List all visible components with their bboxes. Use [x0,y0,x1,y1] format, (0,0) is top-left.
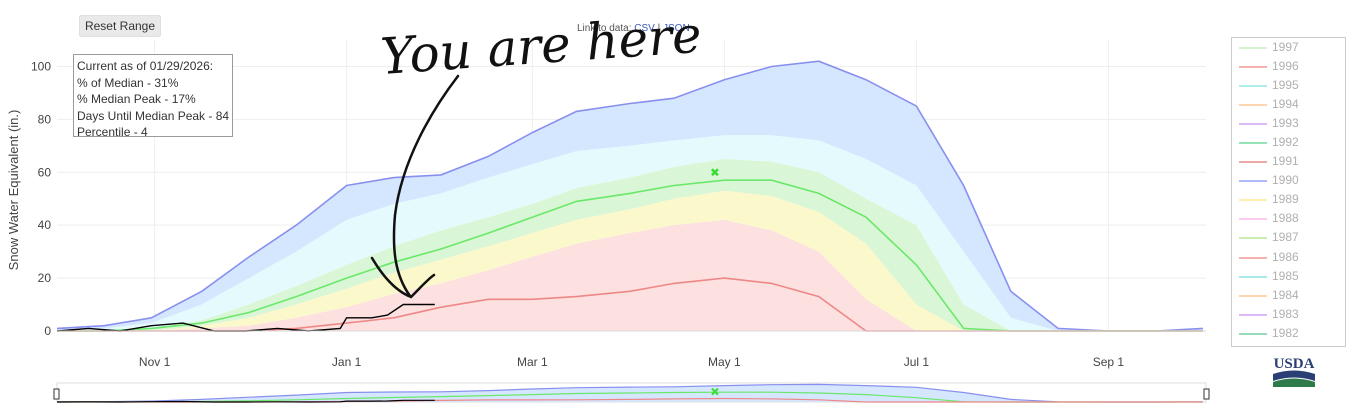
legend-label: 1986 [1272,249,1299,264]
band-max [57,61,1203,331]
legend-item[interactable]: 1990 [1232,171,1345,190]
usda-logo: USDA [1273,356,1315,387]
x-tick-label: Mar 1 [517,355,548,369]
legend-item[interactable]: 1982 [1232,324,1345,343]
legend-item[interactable]: 1995 [1232,76,1345,95]
legend-swatch [1239,142,1267,145]
info-days-until-peak: Days Until Median Peak - 84 [77,108,230,123]
slider-handle-left[interactable] [53,388,60,400]
legend-swatch [1239,199,1267,202]
legend-item[interactable]: 1989 [1232,190,1345,209]
y-axis-title: Snow Water Equivalent (in.) [6,110,21,271]
info-pct-median: % of Median - 31% [77,75,179,90]
legend-label: 1982 [1272,325,1299,340]
legend-swatch [1239,180,1267,183]
legend-swatch [1239,161,1267,164]
legend-swatch [1239,332,1267,335]
y-tick-label: 60 [38,165,52,179]
info-pct-median-peak: % Median Peak - 17% [77,92,196,106]
x-tick-label: Nov 1 [139,355,171,369]
legend-label: 1988 [1272,211,1299,226]
json-link[interactable]: JSON [663,23,690,34]
legend[interactable]: 1997 1996 1995 1994 1993 1992 1991 1990 1989 1988… [1231,37,1346,347]
legend-swatch [1239,256,1267,259]
y-tick-label: 80 [38,112,52,126]
info-box: Current as of 01/29/2026: % of Median - … [73,54,233,139]
usda-logo-text: USDA [1274,356,1315,372]
legend-item[interactable]: 1997 [1232,38,1345,57]
legend-swatch [1239,104,1267,107]
legend-swatch [1239,123,1267,126]
slider-handle-right[interactable] [1203,388,1210,400]
legend-swatch [1239,313,1267,316]
legend-item[interactable]: 1991 [1232,152,1345,171]
y-tick-label: 100 [31,59,51,73]
x-tick-label: May 1 [708,355,741,369]
slider-current-line [56,399,435,403]
legend-swatch [1239,218,1267,221]
legend-item[interactable]: 1994 [1232,95,1345,114]
band-p50 [57,190,1203,331]
x-tick-label: Sep 1 [1093,355,1125,369]
legend-swatch [1239,237,1267,240]
y-tick-label: 20 [38,271,52,285]
legend-label: 1994 [1272,97,1299,112]
data-link-bar: Link to data: CSV | JSON [577,23,690,34]
reset-range-button[interactable]: Reset Range [79,15,161,37]
legend-item[interactable]: 1987 [1232,228,1345,247]
info-percentile: Percentile - 4 [77,125,148,139]
legend-item[interactable]: 1996 [1232,57,1345,76]
legend-item[interactable]: 1984 [1232,286,1345,305]
x-tick-label: Jan 1 [332,355,362,369]
y-tick-label: 40 [38,218,52,232]
legend-label: 1990 [1272,173,1299,188]
legend-item[interactable]: 1986 [1232,248,1345,267]
legend-label: 1991 [1272,154,1299,169]
max-line [56,60,1203,332]
band-p90 [57,135,1203,331]
legend-label: 1987 [1272,230,1299,245]
median-peak-marker [711,168,719,177]
link-separator: | [657,23,661,34]
legend-swatch [1239,275,1267,278]
legend-label: 1989 [1272,192,1299,207]
annotation-arrow [370,74,460,299]
info-date: Current as of 01/29/2026: [77,59,214,73]
data-link-label: Link to data: [577,23,632,34]
legend-item[interactable]: 1993 [1232,114,1345,133]
legend-label: 1984 [1272,287,1299,302]
legend-label: 1995 [1272,78,1299,93]
band-p30 [57,219,1203,331]
legend-swatch [1239,66,1267,69]
legend-label: 1996 [1272,59,1299,74]
legend-item[interactable]: 1983 [1232,305,1345,324]
csv-link[interactable]: CSV [634,23,655,34]
legend-swatch [1239,47,1267,49]
slider-peak-marker [711,387,719,396]
legend-label: 1997 [1272,40,1299,54]
band-p70 [57,159,1203,331]
slider-max-line [56,383,1203,403]
x-tick-label: Jul 1 [904,355,930,369]
legend-item[interactable]: 1992 [1232,133,1345,152]
legend-label: 1983 [1272,306,1299,321]
legend-label: 1985 [1272,268,1299,283]
legend-swatch [1239,85,1267,88]
current-year-line [56,303,435,332]
legend-label: 1992 [1272,135,1299,150]
legend-item[interactable]: 1985 [1232,267,1345,286]
legend-label: 1993 [1272,116,1299,131]
you-are-here-annotation: You are here [379,6,704,86]
y-tick-label: 0 [44,324,51,338]
legend-swatch [1239,294,1267,297]
legend-item[interactable]: 1988 [1232,209,1345,228]
